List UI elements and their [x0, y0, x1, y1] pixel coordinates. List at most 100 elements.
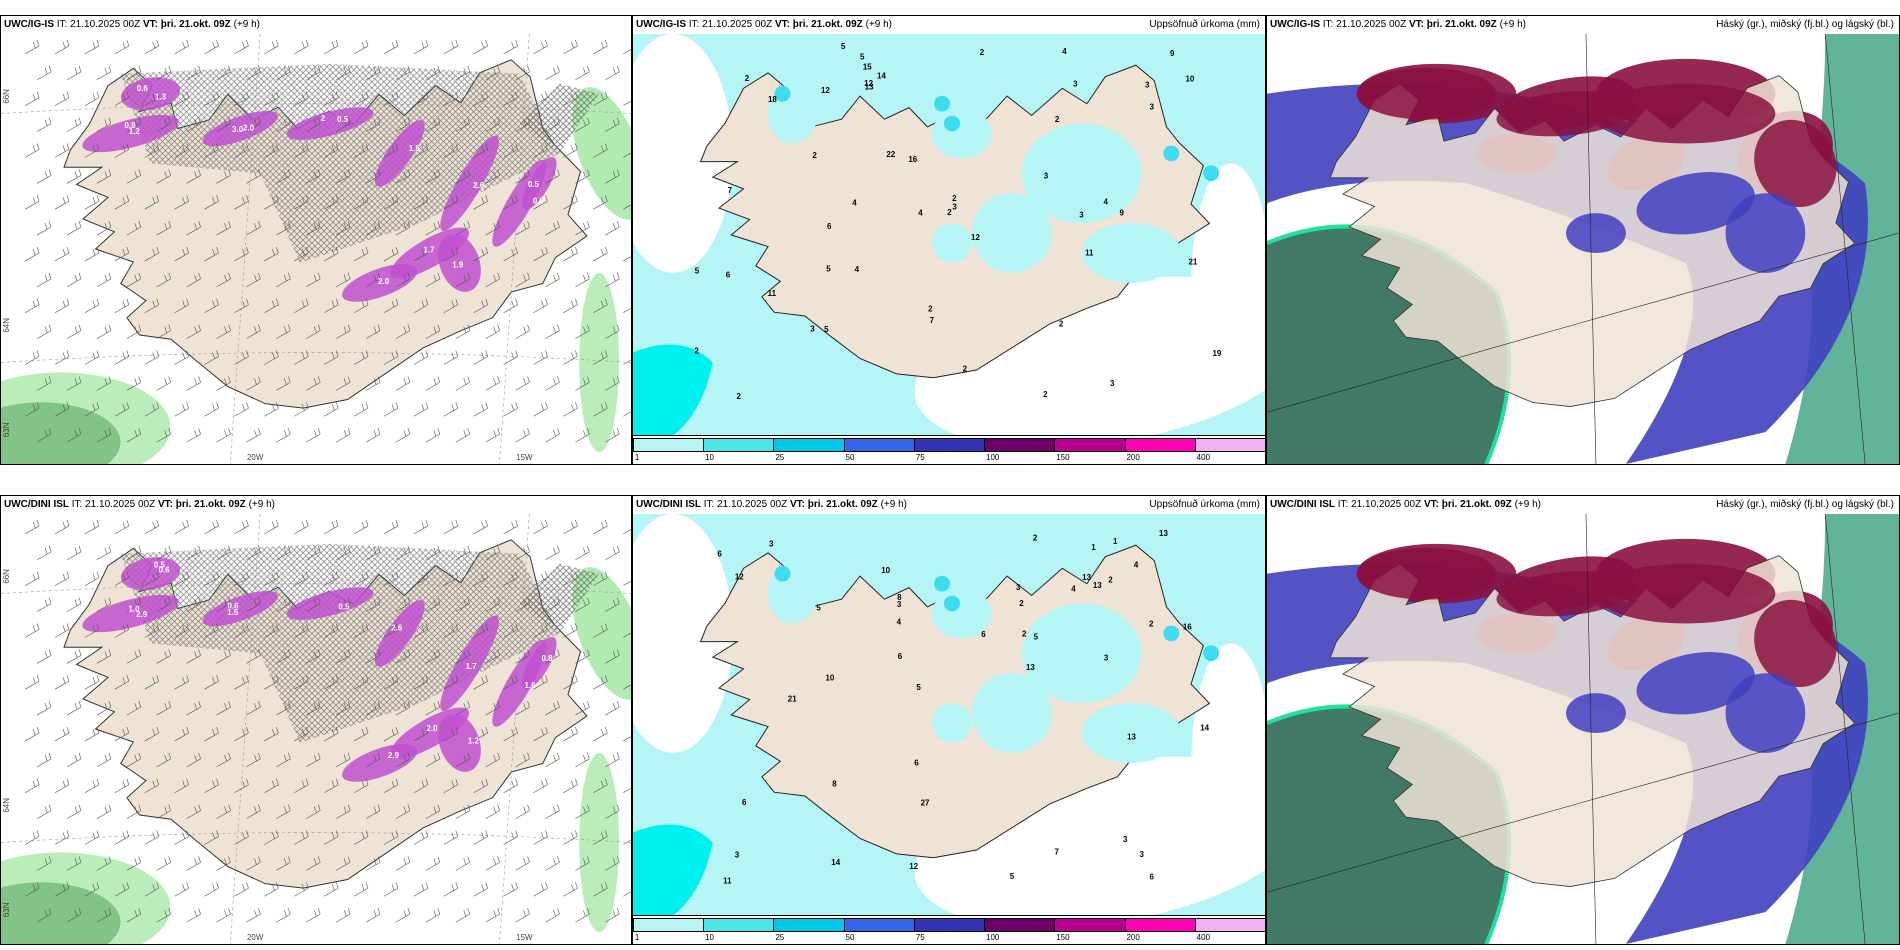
panel-clouds-dini[interactable]: UWC/DINI ISL IT: 21.10.2025 00Z VT: þri.… — [1266, 495, 1900, 945]
legend-label: 100 — [986, 453, 1000, 462]
legend-swatch — [843, 918, 915, 932]
map-area: 5 4 16 13 3 2 4 6 12 27 13 13 10 5 2 13 12 8 21 11 10 13 7 6 3 2 3… — [633, 514, 1265, 916]
precip-total: 5 — [1034, 632, 1039, 641]
precip-total: 3 — [1110, 379, 1115, 388]
precip-total: 13 — [1082, 573, 1091, 582]
legend-swatch — [1194, 918, 1265, 932]
vt-label: VT: — [157, 499, 173, 510]
legend-label: 50 — [845, 933, 855, 942]
it-value: 21.10.2025 00Z — [702, 19, 773, 30]
precip-total: 27 — [921, 798, 930, 807]
precip-total: 6 — [981, 630, 986, 639]
model-name: UWC/DINI ISL — [636, 499, 701, 510]
precip-total: 3 — [769, 540, 774, 549]
panel-title: Uppsöfnuð úrkoma (mm) — [1149, 19, 1260, 30]
map-svg — [1267, 514, 1899, 944]
graticule — [1267, 514, 1899, 944]
precip-total: 1 — [1091, 543, 1096, 552]
precip-total: 3 — [1044, 171, 1049, 180]
precip-total: 9 — [1170, 49, 1175, 58]
legend-label: 1 — [634, 453, 640, 462]
legend-label: 75 — [915, 933, 925, 942]
panel-precip-dini[interactable]: UWC/DINI ISL IT: 21.10.2025 00Z VT: þri.… — [632, 495, 1266, 945]
vt-value: þri. 21.okt. 09Z — [807, 499, 878, 510]
graticule — [1, 514, 631, 944]
precip-total: 4 — [1062, 47, 1067, 56]
precip-totals: 5416133246122713131052131282111101376323… — [717, 529, 1209, 886]
legend-labels: 1 10 25 50 75 100 150 200 400 — [633, 933, 1265, 943]
legend-swatch — [773, 918, 845, 932]
wind-barbs — [25, 39, 631, 443]
vt-value: þri. 21.okt. 09Z — [1441, 499, 1512, 510]
legend-swatch — [773, 438, 845, 452]
precip-cells — [82, 77, 557, 302]
precip-value: 1.6 — [525, 681, 537, 690]
precip-total: 2 — [745, 74, 750, 83]
it-value: 21.10.2025 00Z — [70, 19, 141, 30]
panel-precip-igis[interactable]: UWC/IG-IS IT: 21.10.2025 00Z VT: þri. 21… — [632, 15, 1266, 465]
precip-total: 2 — [1059, 319, 1064, 328]
precip-total: 2 — [694, 347, 699, 356]
precip-total: 13 — [1159, 529, 1168, 538]
precip-total: 5 — [826, 265, 831, 274]
vt-label: VT: — [1408, 19, 1424, 30]
panel-header: UWC/DINI ISL IT: 21.10.2025 00Z VT: þri.… — [633, 496, 1265, 514]
precip-legend: 1 10 25 50 75 100 150 200 400 — [633, 915, 1265, 944]
model-name: UWC/IG-IS — [1270, 19, 1320, 30]
precip-total: 8 — [897, 593, 902, 602]
legend-label: 200 — [1126, 933, 1140, 942]
inland-precip — [767, 563, 1220, 763]
precip-total: 2 — [1055, 115, 1060, 124]
map-area: 2 5 2 4 2 3 2 19 11 9 4 6 22 21 11 4 12 15 6 12 10 14 18 13 12 16… — [633, 34, 1265, 436]
precip-value: 0.8 — [533, 197, 545, 206]
legend-swatch — [984, 438, 1056, 452]
map-area: 66N 64N 63N 20W 15W 0.6 2.9 1.5 0.5 2.6 1.7 1.6 2.0 2… — [1, 514, 631, 944]
precip-value: 0.6 — [227, 602, 239, 611]
precip-value: 0.8 — [541, 654, 553, 663]
precip-total: 7 — [1055, 847, 1060, 856]
lat-label: 66N — [2, 89, 11, 104]
vt-value: þri. 21.okt. 09Z — [175, 499, 246, 510]
precip-total: 15 — [863, 63, 872, 72]
legend-cells — [633, 438, 1265, 452]
precip-total: 18 — [768, 95, 777, 104]
it-value: 21.10.2025 00Z — [85, 499, 156, 510]
precip-total: 7 — [930, 316, 935, 325]
wind-barbs — [25, 519, 631, 923]
legend-swatch — [843, 438, 915, 452]
legend-swatch — [1054, 438, 1126, 452]
precip-total: 3 — [1104, 653, 1109, 662]
panel-wind-precip-igis[interactable]: UWC/IG-IS IT: 21.10.2025 00Z VT: þri. 21… — [0, 15, 632, 465]
precip-total: 6 — [717, 549, 722, 558]
map-svg: 66N 64N 63N 20W 15W 1.3 0.8 3.0 2 1.5 2.6 0.8 1.7 2.0… — [1, 34, 631, 464]
legend-label: 150 — [1056, 933, 1070, 942]
legend-label: 50 — [845, 453, 855, 462]
inland-precip — [767, 83, 1220, 283]
precip-total: 4 — [1071, 585, 1076, 594]
it-label: IT: — [71, 499, 83, 510]
hatched-precip — [120, 63, 600, 263]
precip-value: 2.0 — [427, 724, 439, 733]
precip-total: 2 — [980, 48, 985, 57]
precip-total: 12 — [821, 86, 830, 95]
map-area — [1267, 514, 1899, 944]
precip-total: 13 — [865, 83, 874, 92]
vt-label: VT: — [774, 19, 790, 30]
panel-header: UWC/IG-IS IT: 21.10.2025 00Z VT: þri. 21… — [1, 16, 631, 34]
precip-total: 21 — [788, 695, 797, 704]
panel-clouds-igis[interactable]: UWC/IG-IS IT: 21.10.2025 00Z VT: þri. 21… — [1266, 15, 1900, 465]
precip-total: 2 — [812, 151, 817, 160]
vt-label: VT: — [789, 499, 805, 510]
precip-value: 2.0 — [243, 124, 255, 133]
precip-total: 10 — [1185, 74, 1194, 83]
precip-total: 5 — [841, 42, 846, 51]
precip-total: 4 — [897, 618, 902, 627]
lead-time: (+9 h) — [233, 19, 260, 30]
precip-total: 2 — [1149, 620, 1154, 629]
panel-wind-precip-dini[interactable]: UWC/DINI ISL IT: 21.10.2025 00Z VT: þri.… — [0, 495, 632, 945]
precip-total: 4 — [1104, 197, 1109, 206]
precip-total: 3 — [810, 324, 815, 333]
precip-total: 12 — [971, 233, 980, 242]
legend-swatch — [1124, 918, 1196, 932]
